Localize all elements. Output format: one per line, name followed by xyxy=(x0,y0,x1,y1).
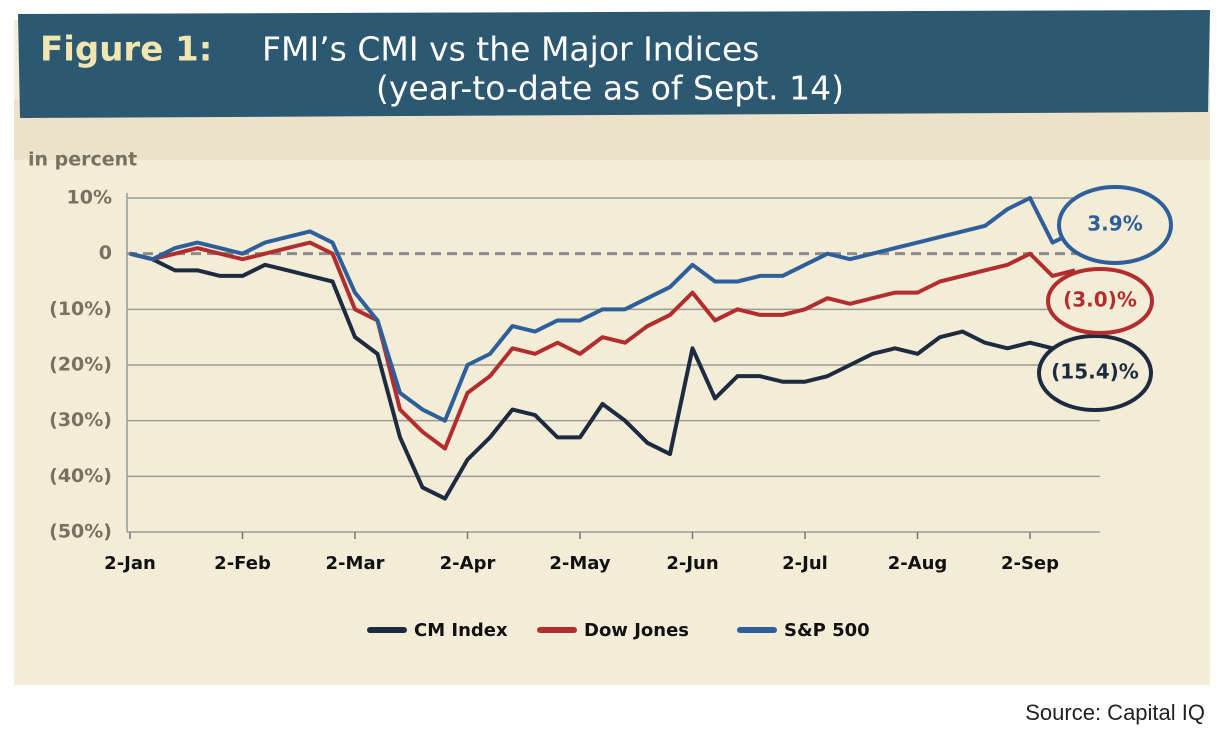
value-label: (15.4)% xyxy=(1051,360,1139,384)
x-tick-label: 2-Jan xyxy=(104,553,156,574)
x-tick-label: 2-May xyxy=(549,553,611,574)
y-tick-label: (30%) xyxy=(49,409,112,431)
y-axis-label: in percent xyxy=(28,149,137,171)
title-band xyxy=(18,10,1210,118)
chart-title: FMI’s CMI vs the Major Indices xyxy=(262,30,759,69)
x-tick-label: 2-Jul xyxy=(782,553,828,574)
series-line xyxy=(129,196,1076,423)
y-tick-label: (50%) xyxy=(49,521,112,543)
label-ring xyxy=(1057,185,1173,265)
series-line xyxy=(129,251,1076,501)
x-tick-label: 2-Mar xyxy=(326,553,385,574)
x-tick-label: 2-Aug xyxy=(888,553,948,574)
x-tick-label: 2-Apr xyxy=(440,553,496,574)
x-tick-label: 2-Jun xyxy=(666,553,718,574)
y-tick-label: 0 xyxy=(99,242,112,264)
y-tick-label: 10% xyxy=(67,187,112,209)
y-tick-label: (40%) xyxy=(49,465,112,487)
legend-label: Dow Jones xyxy=(584,620,689,641)
value-label: (3.0)% xyxy=(1063,288,1137,312)
y-tick-label: (10%) xyxy=(49,298,112,320)
y-tick-label: (20%) xyxy=(49,354,112,376)
legend-label: S&P 500 xyxy=(784,620,870,641)
chart-subtitle: (year-to-date as of Sept. 14) xyxy=(376,69,844,108)
series-line xyxy=(129,240,1076,451)
label-ring xyxy=(1046,267,1154,335)
title-prefix: Figure 1: xyxy=(40,30,212,70)
label-ring xyxy=(1037,334,1153,412)
x-tick-label: 2-Feb xyxy=(214,553,271,574)
legend-label: CM Index xyxy=(414,620,508,641)
source: Source: Capital IQ xyxy=(1025,700,1205,725)
x-tick-label: 2-Sep xyxy=(1001,553,1059,574)
value-label: 3.9% xyxy=(1087,212,1142,236)
